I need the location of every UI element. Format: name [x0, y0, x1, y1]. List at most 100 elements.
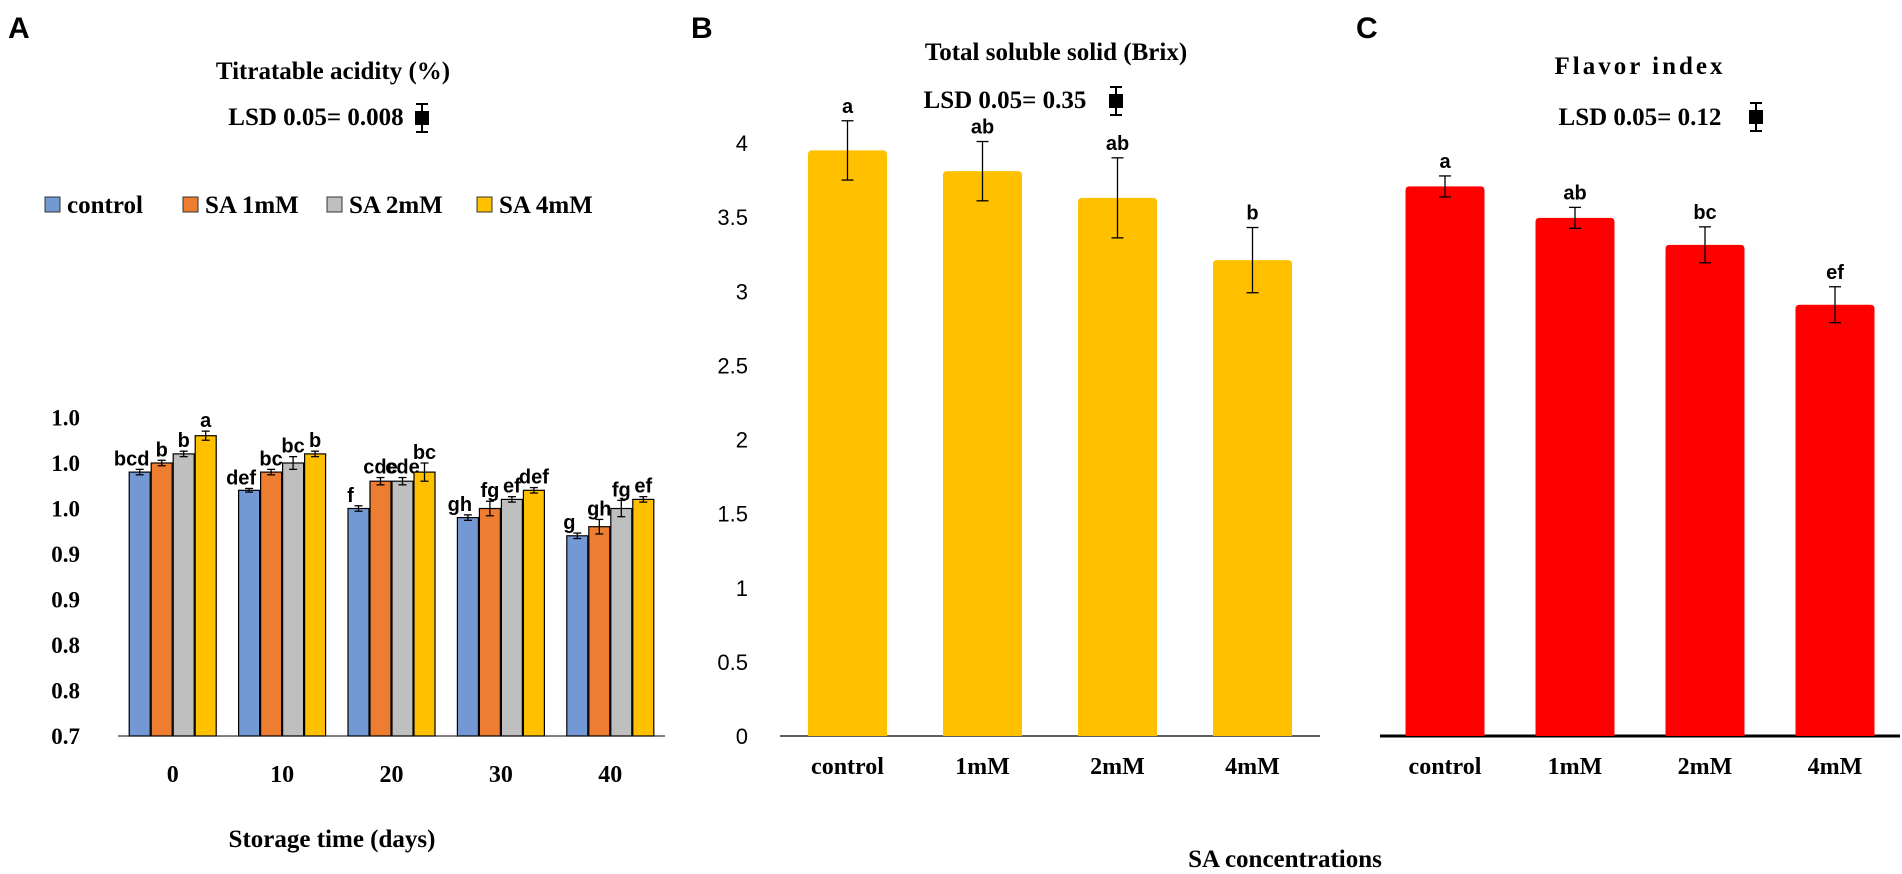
chart-a-bar [238, 489, 261, 737]
chart-a-x-tick-label: 20 [380, 762, 404, 788]
chart-a-legend-label: SA 2mM [349, 192, 443, 219]
chart-c-lsd-marker-square [1749, 110, 1763, 124]
chart-a-x-tick-label: 40 [598, 762, 622, 788]
chart-b-y-tick-label: 4 [736, 131, 748, 156]
chart-b-y-tick-label: 2.5 [717, 353, 748, 378]
chart-b-lsd-marker-square [1109, 94, 1123, 108]
chart-a-legend-swatch [182, 196, 199, 213]
chart-a-data-label: def [226, 467, 256, 489]
chart-b-x-tick-label: control [811, 754, 884, 780]
chart-a-data-label: ef [503, 476, 521, 498]
chart-a-bar [478, 507, 501, 737]
chart-a-y-tick-label: 1.0 [51, 406, 80, 431]
panel-letter-b: B [691, 12, 713, 45]
chart-a-bar [194, 435, 217, 737]
chart-a-data-label: bcd [114, 448, 150, 470]
chart-b-data-label: ab [971, 117, 994, 139]
chart-a-x-tick-label: 10 [270, 762, 294, 788]
chart-a-data-label: b [309, 430, 321, 452]
chart-a-bar [369, 480, 392, 737]
chart-a-legend-swatch [476, 196, 493, 213]
chart-a-legend-label: SA 1mM [205, 192, 299, 219]
panel-letter-c: C [1356, 12, 1378, 45]
chart-a-bar [632, 498, 655, 737]
chart-a-bar [610, 507, 633, 737]
chart-b-y-tick-label: 0 [736, 724, 748, 749]
chart-a-title: Titratable acidity (%) [216, 58, 450, 85]
chart-b-y-tick-label: 1 [736, 576, 748, 601]
chart-a-bar [304, 453, 327, 737]
chart-a-legend-label: control [67, 192, 143, 219]
chart-a-bar [150, 462, 173, 737]
chart-c-x-tick-label: 4mM [1808, 754, 1863, 780]
chart-a-bar [522, 489, 546, 737]
shared-x-title: SA concentrations [1188, 846, 1382, 873]
chart-b-y-tick-label: 2 [736, 428, 748, 453]
chart-a-lsd-label: LSD 0.05= 0.008 [228, 104, 403, 131]
chart-b-bar [943, 171, 1022, 737]
chart-a-data-label: ef [634, 476, 652, 498]
chart-a-legend-label: SA 4mM [499, 192, 593, 219]
chart-c-bar [1665, 244, 1745, 736]
chart-c-data-label: bc [1693, 202, 1716, 224]
chart-b-data-label: ab [1106, 133, 1129, 155]
chart-a-x-tick-label: 0 [167, 762, 179, 788]
chart-a-data-label: bc [281, 436, 304, 458]
chart-c-bar [1405, 186, 1485, 737]
chart-c-x-tick-label: control [1409, 754, 1482, 780]
chart-a-data-label: bc [413, 442, 436, 464]
chart-a-bar [588, 526, 611, 737]
chart-b-x-tick-label: 1mM [955, 754, 1010, 780]
chart-a-y-tick-label: 0.7 [51, 724, 80, 749]
chart-a-bar [172, 453, 195, 737]
chart-b-data-label: a [842, 96, 854, 118]
chart-b-y-tick-label: 3 [736, 279, 748, 304]
chart-a-bar [282, 462, 305, 737]
chart-a-y-tick-label: 1.0 [51, 497, 80, 522]
chart-b-y-tick-label: 1.5 [717, 502, 748, 527]
chart-a-bar [413, 471, 436, 737]
chart-a-x-tick-label: 30 [489, 762, 513, 788]
chart-a-data-label: def [519, 467, 549, 489]
chart-b-title: Total soluble solid (Brix) [925, 39, 1187, 66]
chart-a-data-label: gh [448, 494, 472, 516]
chart-a-y-tick-label: 0.8 [51, 633, 80, 658]
chart-b-y-tick-label: 0.5 [717, 650, 748, 675]
chart-a-bar [128, 471, 151, 737]
chart-a-data-label: b [156, 439, 168, 461]
chart-b-bar [1213, 260, 1292, 736]
chart-c-data-label: ef [1826, 262, 1844, 284]
chart-a-y-tick-label: 0.9 [51, 588, 80, 613]
chart-a-legend-swatch [44, 196, 61, 213]
chart-a-bar [347, 507, 370, 737]
chart-c-x-tick-label: 1mM [1548, 754, 1603, 780]
chart-c-lsd-label: LSD 0.05= 0.12 [1559, 104, 1722, 131]
chart-c-data-label: ab [1563, 182, 1586, 204]
chart-c-title: Flavor index [1555, 53, 1726, 80]
chart-a-y-tick-label: 0.9 [51, 542, 80, 567]
chart-a-data-label: gh [587, 498, 611, 520]
chart-a-data-label: f [347, 485, 354, 507]
chart-c-x-tick-label: 2mM [1678, 754, 1733, 780]
chart-a-data-label: b [178, 430, 190, 452]
chart-a-data-label: a [200, 410, 212, 432]
chart-b-bar [1078, 197, 1157, 737]
chart-a-bar [456, 516, 479, 737]
chart-a-bar [500, 498, 523, 737]
chart-c-bar [1535, 217, 1615, 737]
chart-a-data-label: bc [259, 448, 282, 470]
chart-b-x-tick-label: 2mM [1090, 754, 1145, 780]
chart-a-data-label: g [563, 512, 575, 534]
chart-a-data-label: fg [480, 480, 499, 502]
chart-b-x-tick-label: 4mM [1225, 754, 1280, 780]
chart-c-bar [1795, 304, 1875, 736]
chart-c-data-label: a [1439, 151, 1451, 173]
chart-a-data-label: fg [612, 479, 631, 501]
chart-a-bar [391, 480, 414, 737]
chart-a-x-title: Storage time (days) [229, 826, 436, 853]
chart-b-y-tick-label: 3.5 [717, 205, 748, 230]
chart-b-bar [808, 150, 887, 737]
chart-a-bar [260, 471, 283, 737]
panel-letter-a: A [8, 12, 30, 45]
